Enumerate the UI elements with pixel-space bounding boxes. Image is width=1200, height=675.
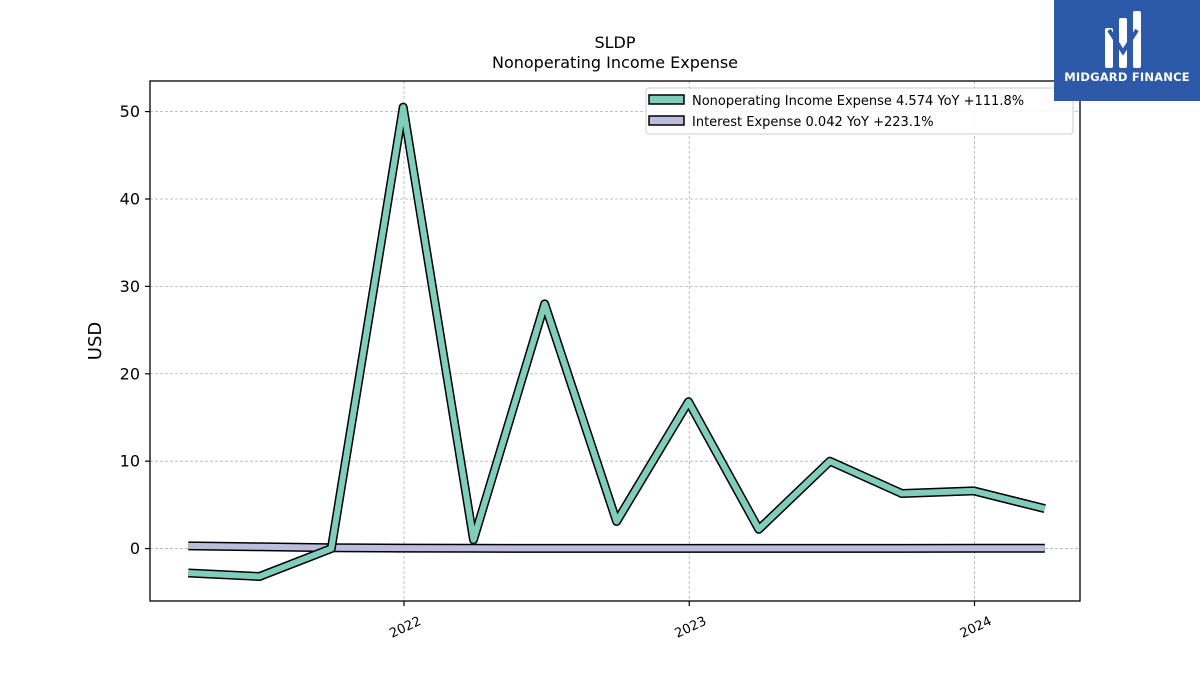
series-layer — [188, 102, 1046, 581]
series-outline-nonoperating-income-expense — [188, 102, 1046, 581]
legend-swatch-nonoperating-income-expense — [648, 94, 685, 105]
y-tick-label: 10 — [120, 452, 140, 471]
legend: Nonoperating Income Expense 4.574 YoY +1… — [645, 87, 1074, 135]
x-tick-label: 2022 — [387, 614, 423, 642]
grid-lines — [150, 81, 1080, 601]
legend-label-nonoperating-income-expense: Nonoperating Income Expense 4.574 YoY +1… — [692, 94, 1024, 109]
y-tick-label: 50 — [120, 102, 140, 121]
brand-name: MIDGARD FINANCE — [1064, 70, 1190, 84]
legend-label-interest-expense: Interest Expense 0.042 YoY +223.1% — [692, 115, 934, 130]
plot-area-frame — [149, 80, 1081, 602]
y-axis-label: USD — [85, 322, 106, 360]
axes: 0 10 20 30 40 50 2022 2023 2024 — [120, 102, 995, 642]
brand-logo: MIDGARD FINANCE — [1054, 0, 1200, 101]
y-tick-label: 40 — [120, 189, 140, 208]
y-tick-label: 30 — [120, 277, 140, 296]
x-tick-label: 2024 — [958, 614, 994, 642]
midgard-logo-icon — [1105, 11, 1141, 68]
chart-subtitle: Nonoperating Income Expense — [492, 53, 738, 72]
y-tick-label: 0 — [130, 539, 140, 558]
chart-title: SLDP — [594, 33, 635, 52]
x-tick-label: 2023 — [673, 614, 709, 642]
y-tick-label: 20 — [120, 364, 140, 383]
series-line-interest-expense — [188, 542, 1045, 552]
series-line-nonoperating-income-expense — [188, 104, 1046, 580]
legend-box — [645, 87, 1074, 135]
legend-swatch-interest-expense — [648, 115, 685, 126]
